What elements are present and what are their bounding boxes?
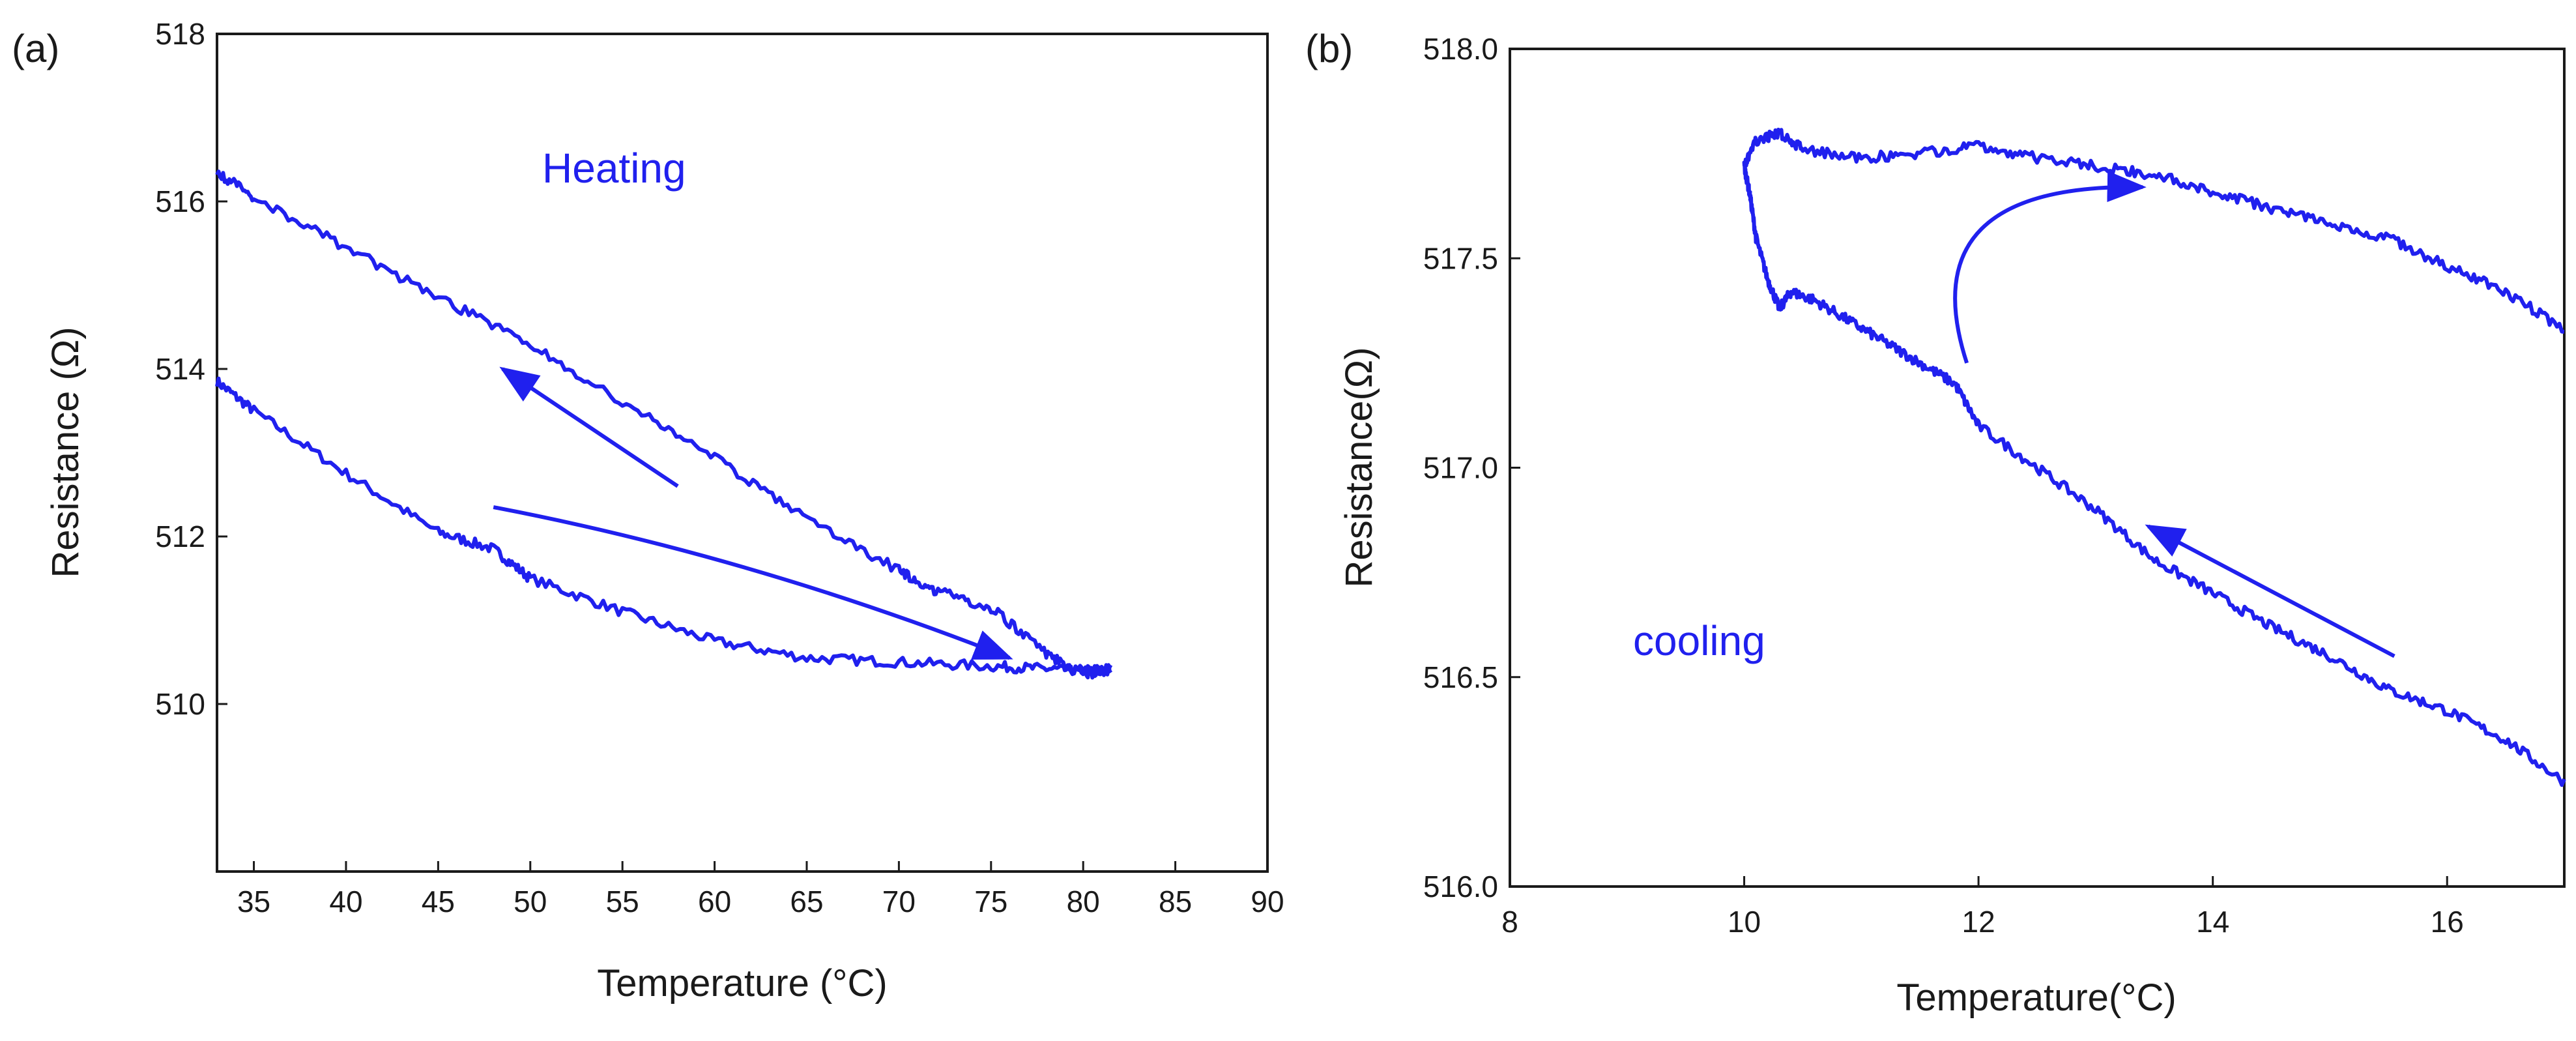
panel-a-x-tick-label: 50: [514, 885, 547, 918]
panel-a-x-tick-label: 55: [606, 885, 639, 918]
panel-a-heating: (a) 35 40 45 50 55 60 65 70 75 80 85 90 51051251451…: [12, 17, 1284, 1004]
panel-b-series-2-line: [1748, 194, 2566, 787]
panel-a-y-label: Resistance (Ω): [44, 327, 87, 578]
panel-b-y-tick-label: 516.0: [1423, 870, 1498, 903]
panel-a-x-tick-label: 35: [237, 885, 270, 918]
panel-b-label: (b): [1305, 27, 1353, 70]
panel-b-annotation: cooling: [1633, 617, 1765, 664]
panel-b-y-axis: 516.0 516.5 517.0 517.5 518.0: [1423, 32, 1520, 903]
panel-a-x-tick-label: 75: [974, 885, 1007, 918]
panel-b-y-tick-label: 516.5: [1423, 660, 1498, 694]
panel-a-y-tick-label: 516: [155, 184, 205, 218]
panel-a-arrows: [493, 366, 1013, 660]
panel-a-y-tick-label: 518: [155, 17, 205, 51]
panel-b-direction-arrow: [2145, 524, 2395, 658]
panel-b-y-tick-label: 517.5: [1423, 241, 1498, 275]
panel-b-y-tick-label: 517.0: [1423, 451, 1498, 485]
panel-a-x-tick-label: 85: [1159, 885, 1192, 918]
panel-b-arrows: [1953, 171, 2395, 658]
panel-a-x-tick-label: 45: [422, 885, 455, 918]
panel-b-y-label: Resistance(Ω): [1338, 347, 1380, 588]
panel-b-x-tick-label: 12: [1962, 905, 1995, 939]
panel-b-series: [1742, 127, 2566, 787]
panel-b-x-axis: 8 10 12 14 16: [1501, 876, 2464, 939]
panel-a-y-tick-label: 514: [155, 352, 205, 386]
panel-a-y-tick-label: 512: [155, 520, 205, 553]
panel-b-x-tick-label: 14: [2196, 905, 2229, 939]
panel-a-direction-arrow: [493, 505, 1013, 660]
panel-a-x-tick-label: 65: [790, 885, 823, 918]
panel-b-x-tick-label: 8: [1501, 905, 1518, 939]
panel-a-annotation: Heating: [542, 145, 686, 192]
panel-a-y-axis: 510 512 514 516 518: [155, 17, 227, 721]
panel-a-plot-frame: [216, 33, 1269, 873]
panel-b-x-label: Temperature(°C): [1896, 976, 2176, 1019]
panel-a-x-tick-label: 60: [698, 885, 731, 918]
panel-a-x-tick-label: 40: [329, 885, 362, 918]
panel-a-x-tick-label: 80: [1067, 885, 1100, 918]
panel-b-cooling: (b) 8 10 12 14 16 516.0516.5517.0517.5518.0 …: [1305, 27, 2566, 1019]
panel-b-series-1-line: [1742, 127, 2565, 334]
panel-b-y-tick-label: 518.0: [1423, 32, 1498, 66]
panel-a-series: [215, 169, 1113, 680]
panel-a-x-axis: 35 40 45 50 55 60 65 70 75 80 85 90: [237, 861, 1284, 918]
panel-a-direction-arrow: [499, 366, 679, 488]
panel-a-x-tick-label: 70: [882, 885, 916, 918]
panel-a-x-tick-label: 90: [1251, 885, 1284, 918]
panel-a-series-1-line: [215, 376, 1113, 677]
panel-b-x-tick-label: 10: [1728, 905, 1761, 939]
panel-a-y-tick-label: 510: [155, 687, 205, 721]
panel-b-direction-arrow: [1953, 171, 2147, 364]
panel-b-x-tick-label: 16: [2431, 905, 2464, 939]
panel-a-x-label: Temperature (°C): [597, 962, 887, 1004]
panel-a-label: (a): [12, 27, 59, 70]
panel-a-series-2-line: [215, 169, 1113, 680]
